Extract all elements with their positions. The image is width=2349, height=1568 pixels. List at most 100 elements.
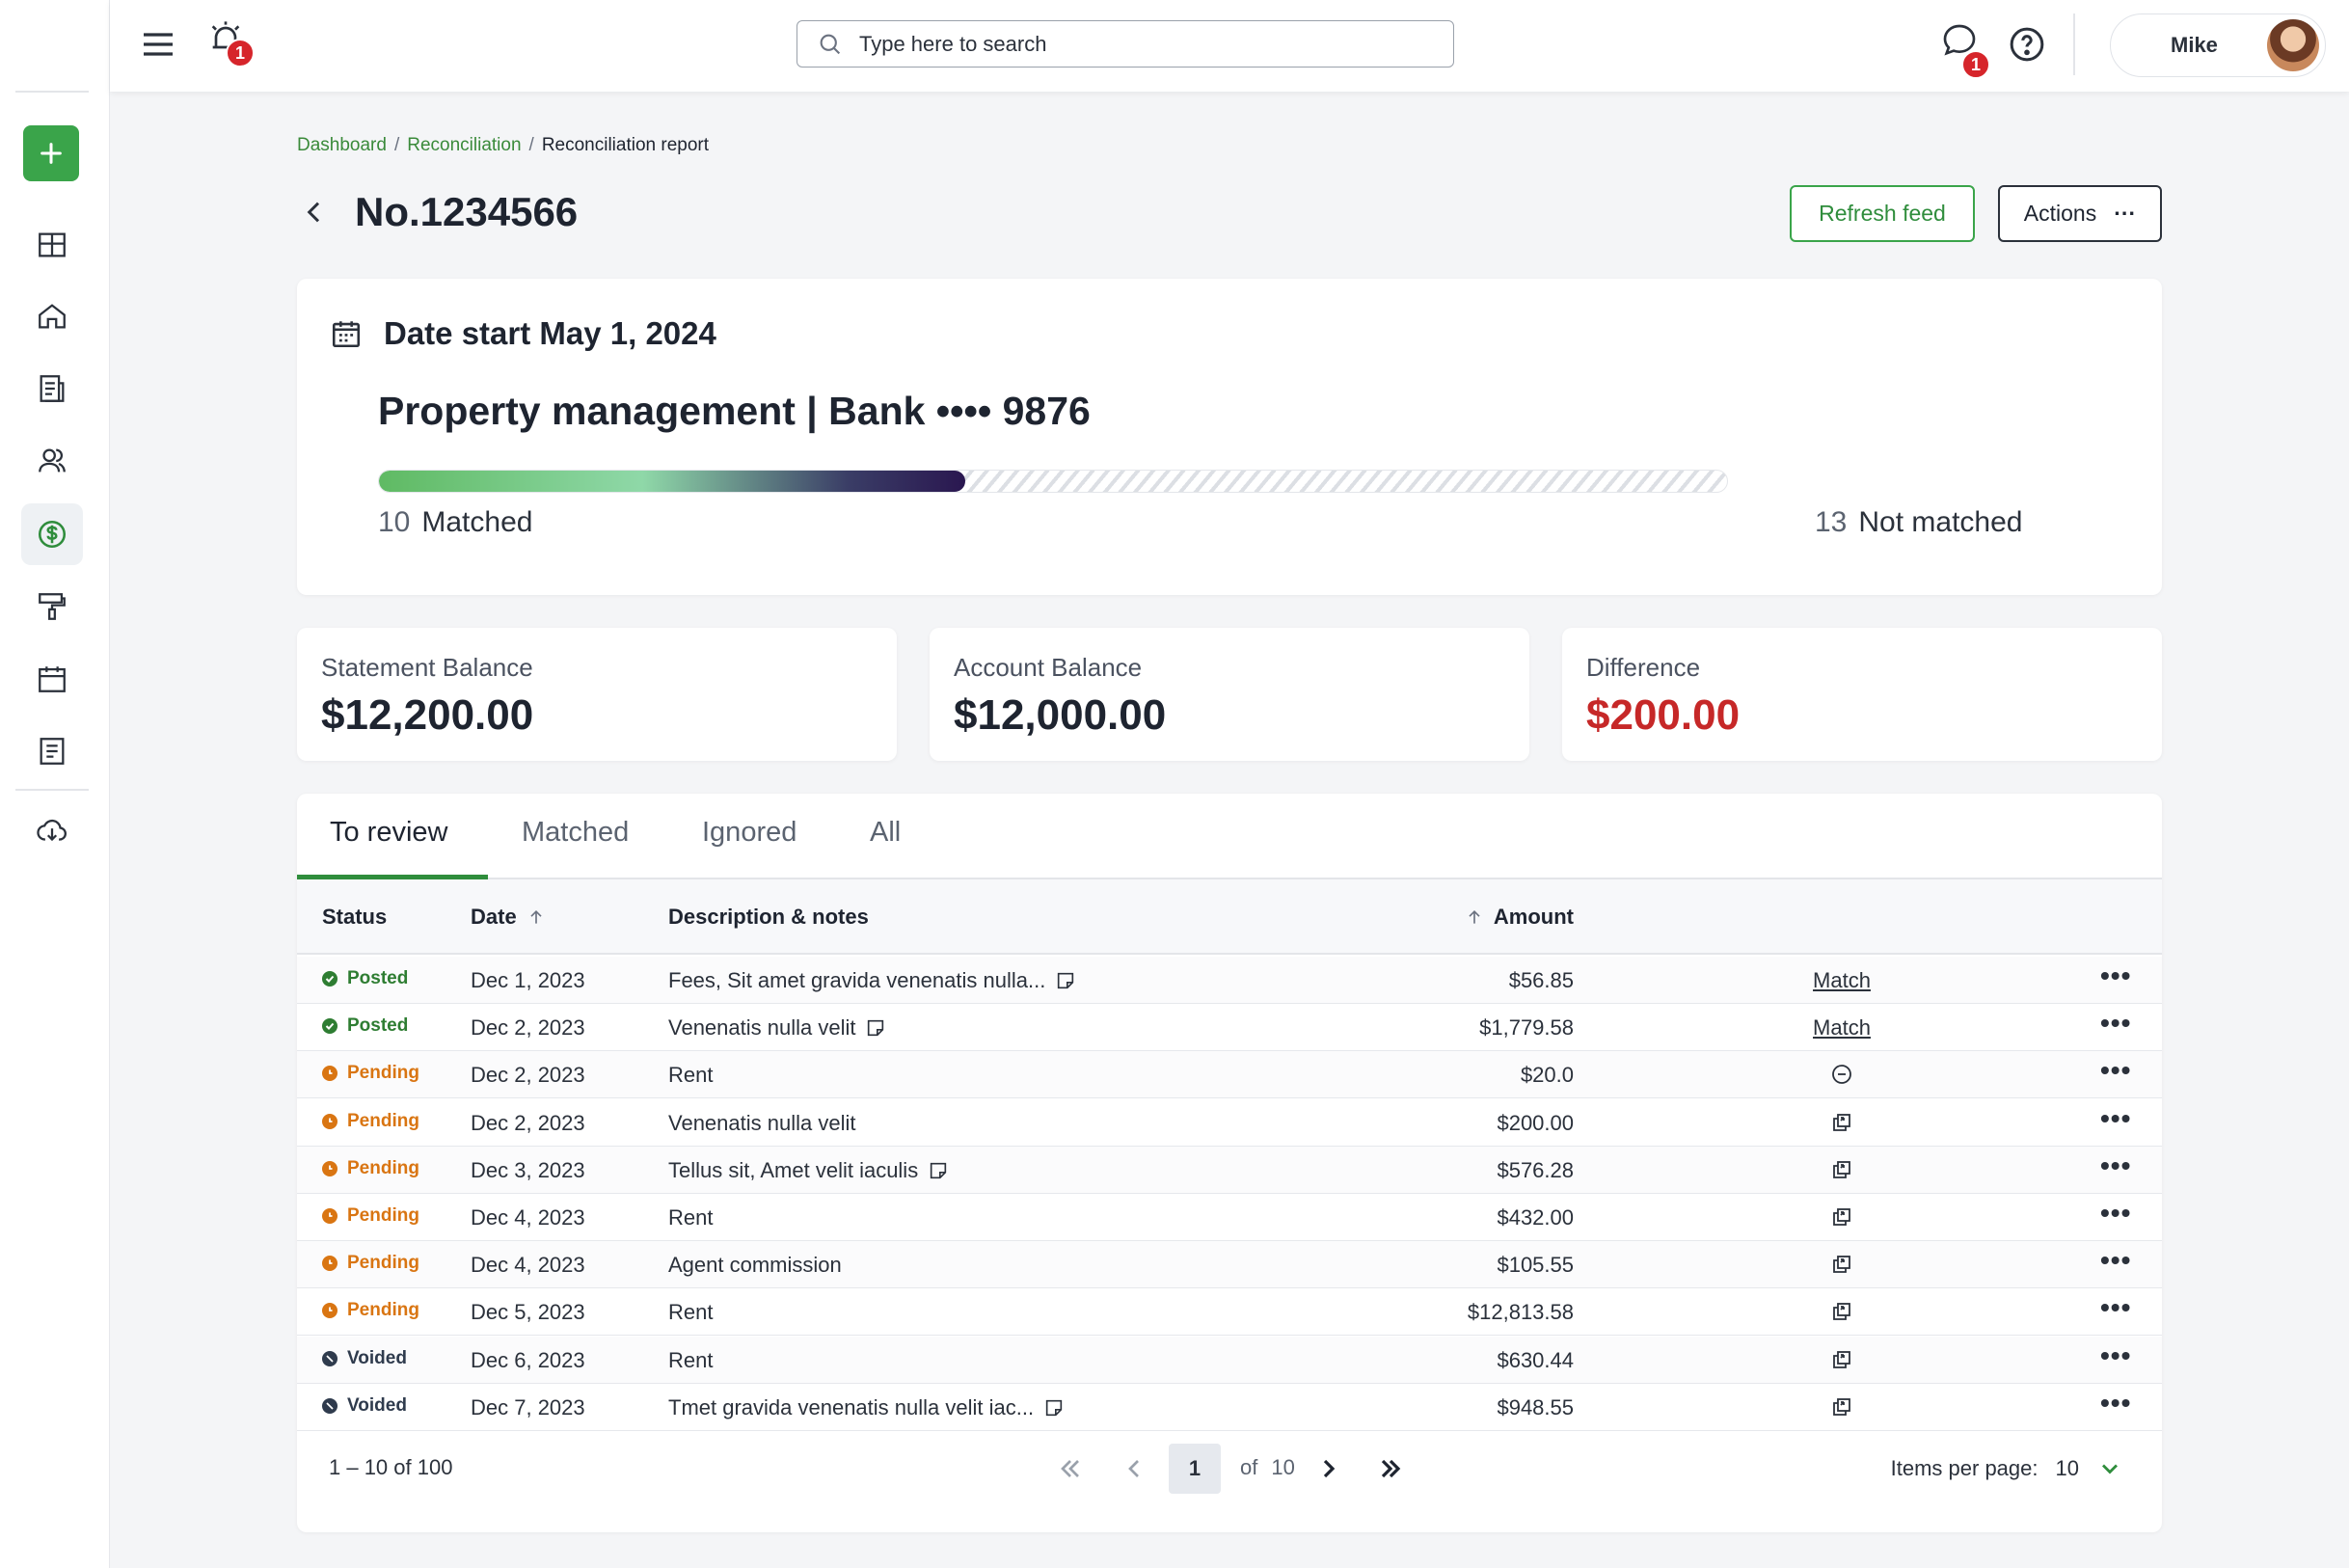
row-action[interactable] bbox=[1803, 1063, 1880, 1086]
row-date: Dec 1, 2023 bbox=[471, 968, 585, 992]
copy-icon[interactable] bbox=[1830, 1300, 1853, 1323]
next-page-icon[interactable] bbox=[1313, 1453, 1344, 1484]
sidebar-item-finance[interactable] bbox=[21, 503, 83, 565]
sidebar-item-calendar[interactable] bbox=[21, 648, 83, 710]
back-arrow-icon[interactable] bbox=[299, 197, 330, 228]
search-input[interactable] bbox=[859, 31, 1399, 57]
minus-circle-icon[interactable] bbox=[1830, 1063, 1853, 1086]
copy-icon[interactable] bbox=[1830, 1395, 1853, 1419]
sidebar-item-reports[interactable] bbox=[21, 720, 83, 782]
row-date: Dec 2, 2023 bbox=[471, 1110, 585, 1135]
match-link[interactable]: Match bbox=[1813, 968, 1871, 992]
row-more-button[interactable]: ••• bbox=[2100, 1245, 2132, 1276]
row-action[interactable] bbox=[1803, 1111, 1880, 1134]
sidebar-item-people[interactable] bbox=[21, 430, 83, 492]
note-icon[interactable] bbox=[1043, 1397, 1065, 1419]
row-action[interactable]: Match bbox=[1803, 1015, 1880, 1041]
chevron-down-icon[interactable] bbox=[2096, 1455, 2123, 1482]
user-menu[interactable]: Mike bbox=[2110, 14, 2326, 77]
row-more-button[interactable]: ••• bbox=[2100, 1055, 2132, 1086]
status-text: Pending bbox=[347, 1300, 419, 1321]
tab-ignored[interactable]: Ignored bbox=[702, 817, 797, 848]
copy-icon[interactable] bbox=[1830, 1158, 1853, 1181]
row-action[interactable] bbox=[1803, 1348, 1880, 1371]
copy-icon[interactable] bbox=[1830, 1348, 1853, 1371]
last-page-icon[interactable] bbox=[1375, 1453, 1406, 1484]
menu-icon[interactable] bbox=[139, 25, 177, 64]
row-action[interactable] bbox=[1803, 1395, 1880, 1419]
note-icon[interactable] bbox=[865, 1017, 886, 1039]
row-description: Rent bbox=[668, 1348, 713, 1373]
items-per-page-value[interactable]: 10 bbox=[2055, 1456, 2079, 1480]
breadcrumb-current: Reconciliation report bbox=[541, 135, 710, 155]
actions-button[interactable]: Actions ··· bbox=[1998, 185, 2162, 242]
messages-button[interactable]: 1 bbox=[1940, 21, 1990, 79]
users-icon bbox=[39, 448, 66, 473]
help-icon[interactable] bbox=[2008, 25, 2046, 64]
table-row[interactable]: Pending Dec 3, 2023 Tellus sit, Amet velit… bbox=[297, 1146, 2162, 1194]
copy-icon[interactable] bbox=[1830, 1111, 1853, 1134]
account-title: Property management | Bank •••• 9876 bbox=[378, 389, 1091, 433]
refresh-feed-button[interactable]: Refresh feed bbox=[1790, 185, 1975, 242]
row-more-button[interactable]: ••• bbox=[2100, 1102, 2132, 1133]
table-row[interactable]: Voided Dec 6, 2023 Rent $630.44 ••• bbox=[297, 1336, 2162, 1384]
column-date-label: Date bbox=[471, 905, 517, 929]
row-more-button[interactable]: ••• bbox=[2100, 960, 2132, 990]
row-more-button[interactable]: ••• bbox=[2100, 1008, 2132, 1039]
table-row[interactable]: Pending Dec 4, 2023 Agent commission $105.5… bbox=[297, 1241, 2162, 1289]
table-row[interactable]: Voided Dec 7, 2023 Tmet gravida venenatis … bbox=[297, 1384, 2162, 1431]
column-header-amount[interactable]: Amount bbox=[1465, 905, 1574, 930]
table-row[interactable]: Posted Dec 1, 2023 Fees, Sit amet gravida … bbox=[297, 957, 2162, 1004]
table-row[interactable]: Pending Dec 5, 2023 Rent $12,813.58 ••• bbox=[297, 1288, 2162, 1337]
notifications-button[interactable]: 1 bbox=[206, 17, 255, 69]
row-action[interactable] bbox=[1803, 1158, 1880, 1181]
sidebar-item-maintenance[interactable] bbox=[21, 576, 83, 637]
breadcrumb-dashboard[interactable]: Dashboard bbox=[297, 135, 387, 155]
row-more-button[interactable]: ••• bbox=[2100, 1387, 2132, 1418]
column-status-label: Status bbox=[322, 905, 388, 929]
clock-icon bbox=[322, 1160, 338, 1176]
actions-label: Actions bbox=[2023, 201, 2097, 226]
table-row[interactable]: Pending Dec 4, 2023 Rent $432.00 ••• bbox=[297, 1194, 2162, 1241]
note-icon[interactable] bbox=[928, 1160, 949, 1181]
column-header-status[interactable]: Status bbox=[322, 905, 387, 930]
tab-to-review[interactable]: To review bbox=[330, 817, 448, 848]
table-row[interactable]: Posted Dec 2, 2023 Venenatis nulla velit $1… bbox=[297, 1004, 2162, 1052]
table-row[interactable]: Pending Dec 2, 2023 Rent $20.0 ••• bbox=[297, 1051, 2162, 1099]
account-balance-label: Account Balance bbox=[954, 653, 1143, 682]
sidebar-item-download[interactable] bbox=[21, 800, 83, 862]
table-row[interactable]: Pending Dec 2, 2023 Venenatis nulla velit $… bbox=[297, 1099, 2162, 1147]
matched-count: 10 Matched bbox=[378, 506, 532, 539]
copy-icon[interactable] bbox=[1830, 1205, 1853, 1229]
row-action[interactable]: Match bbox=[1803, 968, 1880, 993]
row-description: Agent commission bbox=[668, 1253, 842, 1278]
match-link[interactable]: Match bbox=[1813, 1015, 1871, 1041]
row-more-button[interactable]: ••• bbox=[2100, 1198, 2132, 1228]
row-more-button[interactable]: ••• bbox=[2100, 1339, 2132, 1370]
search-box[interactable] bbox=[796, 20, 1454, 68]
previous-page-icon[interactable] bbox=[1119, 1453, 1149, 1484]
note-icon[interactable] bbox=[1055, 970, 1076, 991]
sidebar-item-dashboard[interactable] bbox=[21, 214, 83, 276]
status-text: Pending bbox=[347, 1157, 419, 1178]
row-action[interactable] bbox=[1803, 1253, 1880, 1276]
first-page-icon[interactable] bbox=[1055, 1453, 1086, 1484]
row-more-button[interactable]: ••• bbox=[2100, 1292, 2132, 1323]
row-action[interactable] bbox=[1803, 1205, 1880, 1229]
row-date: Dec 2, 2023 bbox=[471, 1015, 585, 1041]
row-more-button[interactable]: ••• bbox=[2100, 1149, 2132, 1180]
current-page[interactable]: 1 bbox=[1169, 1444, 1221, 1494]
add-button[interactable] bbox=[23, 125, 79, 181]
sort-up-icon bbox=[1469, 909, 1480, 924]
sidebar-item-documents[interactable] bbox=[21, 358, 83, 419]
column-header-description[interactable]: Description & notes bbox=[668, 905, 869, 930]
voided-icon bbox=[322, 1397, 338, 1414]
sidebar-item-home[interactable] bbox=[21, 285, 83, 347]
column-header-date[interactable]: Date bbox=[471, 905, 546, 930]
tab-all[interactable]: All bbox=[870, 817, 902, 848]
tab-matched[interactable]: Matched bbox=[522, 817, 630, 848]
avatar bbox=[2267, 19, 2319, 71]
row-action[interactable] bbox=[1803, 1300, 1880, 1323]
copy-icon[interactable] bbox=[1830, 1253, 1853, 1276]
breadcrumb-reconciliation[interactable]: Reconciliation bbox=[407, 135, 522, 155]
